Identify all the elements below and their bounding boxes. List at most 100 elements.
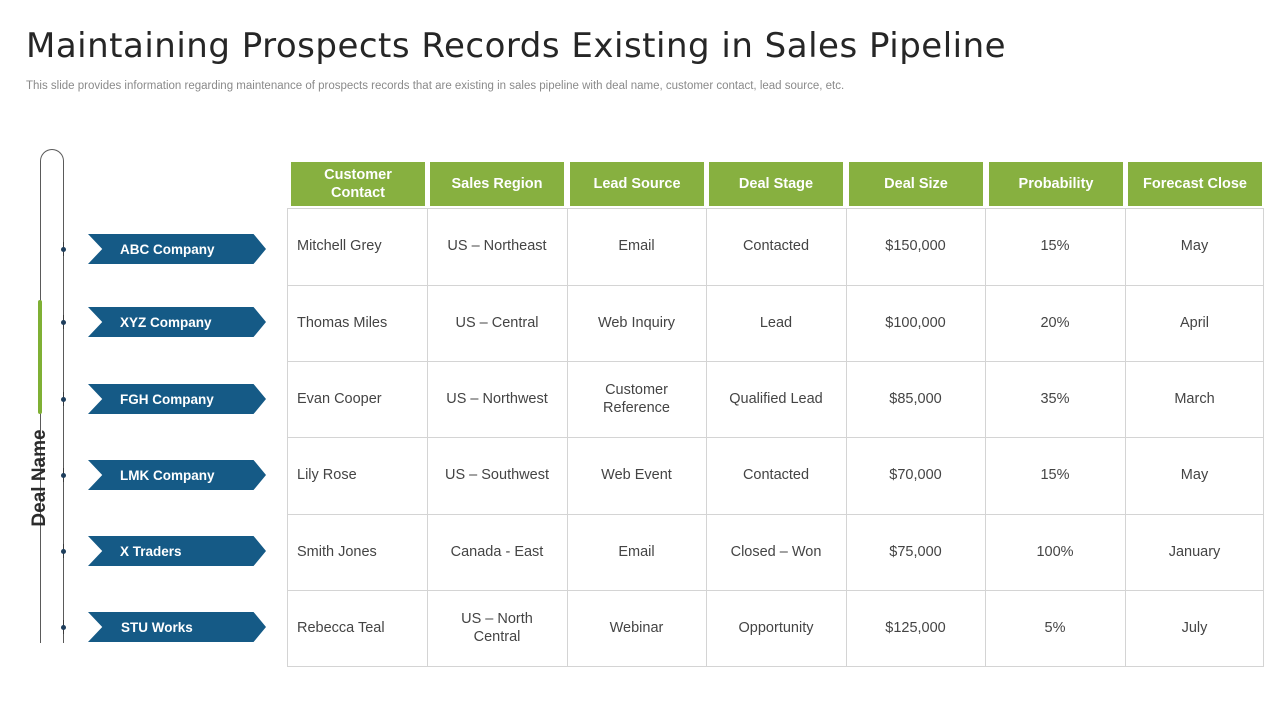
deal-item: FGH Company <box>0 384 280 414</box>
table-cell-value: 5% <box>1044 620 1066 636</box>
table-row-divider <box>288 437 1263 438</box>
table-cell: Web Inquiry <box>567 285 706 361</box>
table-cell: Web Event <box>567 437 706 513</box>
table-cell: $85,000 <box>846 361 985 437</box>
table-cell: 15% <box>985 437 1125 513</box>
column-header: Deal Size <box>849 162 983 206</box>
table-cell: 5% <box>985 590 1125 666</box>
table-cell-value: May <box>1180 238 1209 254</box>
table-cell-value: $100,000 <box>885 315 946 331</box>
table-cell: Closed – Won <box>706 514 846 590</box>
table-cell-value: Lily Rose <box>297 467 357 483</box>
deal-name-tag: ABC Company <box>88 234 266 264</box>
table-cell-value: March <box>1174 391 1215 407</box>
deal-item: X Traders <box>0 536 280 566</box>
table-cell-value: $70,000 <box>889 467 942 483</box>
table-cell-value: Closed – Won <box>730 544 822 560</box>
column-header-label: Forecast Close <box>1143 176 1247 192</box>
deal-name-label: ABC Company <box>120 241 215 257</box>
deal-name-label: LMK Company <box>120 467 215 483</box>
table-cell: Lead <box>706 285 846 361</box>
table-cell: Webinar <box>567 590 706 666</box>
table-cell-value: Rebecca Teal <box>297 620 385 636</box>
timeline-dot <box>61 473 66 478</box>
column-header: Probability <box>989 162 1123 206</box>
table-cell-value: $125,000 <box>885 620 946 636</box>
table-cell: Email <box>567 514 706 590</box>
table-cell: $125,000 <box>846 590 985 666</box>
table-cell: Canada - East <box>427 514 567 590</box>
column-header: Customer Contact <box>291 162 425 206</box>
table-cell: US – Southwest <box>427 437 567 513</box>
table-cell: $150,000 <box>846 208 985 284</box>
table-cell: US – Central <box>427 285 567 361</box>
table-cell-value: US – Central <box>455 315 539 331</box>
table-cell: January <box>1125 514 1264 590</box>
deal-name-tag: X Traders <box>88 536 266 566</box>
table-cell-value: Evan Cooper <box>297 391 382 407</box>
deal-item: STU Works <box>0 612 280 642</box>
table-cell-value: Canada - East <box>450 544 544 560</box>
table-cell-value: $150,000 <box>885 238 946 254</box>
deal-item: LMK Company <box>0 460 280 490</box>
table-cell-value: January <box>1168 544 1221 560</box>
table-cell-value: Thomas Miles <box>297 315 388 331</box>
table-cell-value: $75,000 <box>889 544 942 560</box>
table-cell: Qualified Lead <box>706 361 846 437</box>
table-cell-value: 100% <box>1036 544 1074 560</box>
table-cell-value: 15% <box>1040 467 1070 483</box>
column-header: Deal Stage <box>709 162 843 206</box>
table-cell: April <box>1125 285 1264 361</box>
table-cell-value: US – Northeast <box>447 238 547 254</box>
column-header-label: Sales Region <box>451 176 543 192</box>
deal-name-label: X Traders <box>120 543 182 559</box>
table-cell-value: US – Northwest <box>446 391 548 407</box>
column-header-label: Deal Size <box>884 176 948 192</box>
table-cell: Customer Reference <box>567 361 706 437</box>
table-cell: Evan Cooper <box>287 361 427 437</box>
table-cell-value: July <box>1181 620 1208 636</box>
column-header: Sales Region <box>430 162 564 206</box>
table-cell-value: Smith Jones <box>297 544 377 560</box>
page-title: Maintaining Prospects Records Existing i… <box>26 26 1007 66</box>
table-cell-value: Webinar <box>609 620 664 636</box>
table-cell: Thomas Miles <box>287 285 427 361</box>
table-row-divider <box>288 514 1263 515</box>
table-cell-value: Opportunity <box>738 620 814 636</box>
table-cell: May <box>1125 437 1264 513</box>
table-cell-value: May <box>1180 467 1209 483</box>
table-row-divider <box>288 361 1263 362</box>
deal-name-tag: STU Works <box>88 612 266 642</box>
table-row-divider <box>288 590 1263 591</box>
table-cell-value: Lead <box>759 315 793 331</box>
page-subtitle: This slide provides information regardin… <box>26 80 845 92</box>
column-header-label: Lead Source <box>593 176 681 192</box>
timeline-dot <box>61 247 66 252</box>
column-header: Lead Source <box>570 162 704 206</box>
table-cell-value: Mitchell Grey <box>297 238 382 254</box>
table-cell: 20% <box>985 285 1125 361</box>
table-cell: Contacted <box>706 437 846 513</box>
table-cell: Opportunity <box>706 590 846 666</box>
table-cell-value: Contacted <box>742 467 810 483</box>
column-header-label: Probability <box>1018 176 1094 192</box>
table-cell: Contacted <box>706 208 846 284</box>
table-cell-value: 35% <box>1040 391 1070 407</box>
column-header-label: Customer Contact <box>324 167 392 201</box>
table-cell: Rebecca Teal <box>287 590 427 666</box>
table-cell: July <box>1125 590 1264 666</box>
table-cell: US – Northeast <box>427 208 567 284</box>
table-cell-value: Web Inquiry <box>597 315 676 331</box>
table-cell-value: Contacted <box>742 238 810 254</box>
table-cell: May <box>1125 208 1264 284</box>
timeline-dot <box>61 625 66 630</box>
table-cell: Email <box>567 208 706 284</box>
table-cell-value: Qualified Lead <box>729 391 823 407</box>
table-cell-value: $85,000 <box>889 391 942 407</box>
table-grid <box>287 208 1264 667</box>
table-cell: Mitchell Grey <box>287 208 427 284</box>
deal-item: ABC Company <box>0 234 280 264</box>
table-cell: Lily Rose <box>287 437 427 513</box>
table-cell: 35% <box>985 361 1125 437</box>
table-cell-value: 20% <box>1040 315 1070 331</box>
